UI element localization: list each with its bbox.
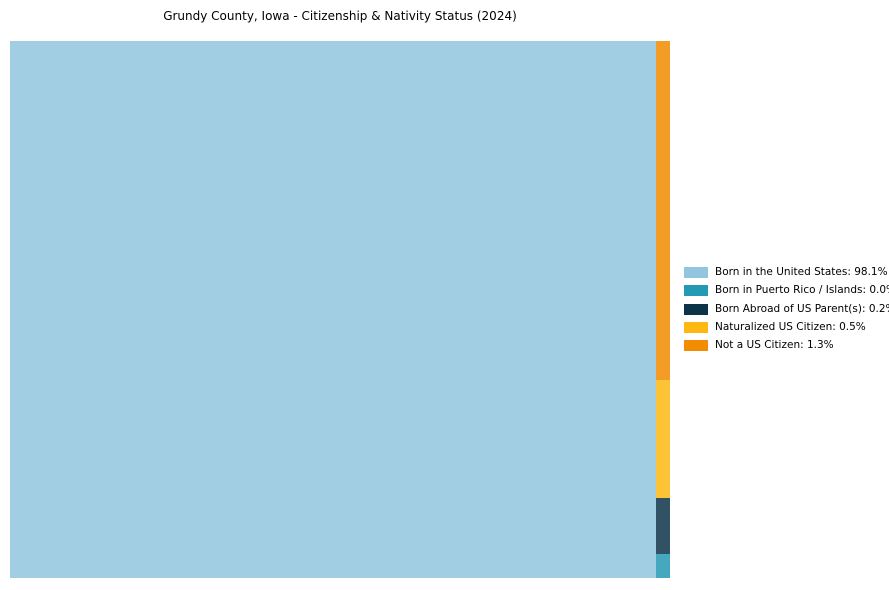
legend-swatch-icon xyxy=(684,267,708,278)
legend-label: Not a US Citizen: 1.3% xyxy=(715,339,834,352)
treemap-cell-born-abroad-of-us-parent-s xyxy=(656,498,670,554)
legend-item-born-in-the-united-states: Born in the United States: 98.1% xyxy=(684,267,889,278)
treemap-cell-born-in-puerto-rico-islands xyxy=(656,554,670,578)
treemap xyxy=(10,41,670,578)
legend-label: Born Abroad of US Parent(s): 0.2% xyxy=(715,302,889,315)
legend-swatch-icon xyxy=(684,340,708,352)
treemap-cell-not-a-us-citizen xyxy=(656,41,670,380)
chart-title: Grundy County, Iowa - Citizenship & Nati… xyxy=(163,9,517,23)
treemap-cell-naturalized-us-citizen xyxy=(656,380,670,498)
legend-swatch-icon xyxy=(684,285,708,297)
legend-item-born-in-puerto-rico-islands: Born in Puerto Rico / Islands: 0.0% xyxy=(684,284,889,297)
legend-swatch-icon xyxy=(684,303,708,315)
legend-item-naturalized-us-citizen: Naturalized US Citizen: 0.5% xyxy=(684,320,889,333)
legend-label: Born in Puerto Rico / Islands: 0.0% xyxy=(715,284,889,297)
legend: Born in the United States: 98.1% Born in … xyxy=(684,267,889,358)
legend-item-not-a-us-citizen: Not a US Citizen: 1.3% xyxy=(684,339,889,352)
legend-label: Born in the United States: 98.1% xyxy=(715,266,888,278)
treemap-cell-born-in-the-united-states xyxy=(10,41,656,578)
legend-label: Naturalized US Citizen: 0.5% xyxy=(715,320,866,333)
legend-swatch-icon xyxy=(684,321,708,333)
legend-item-born-abroad-of-us-parent-s: Born Abroad of US Parent(s): 0.2% xyxy=(684,302,889,315)
